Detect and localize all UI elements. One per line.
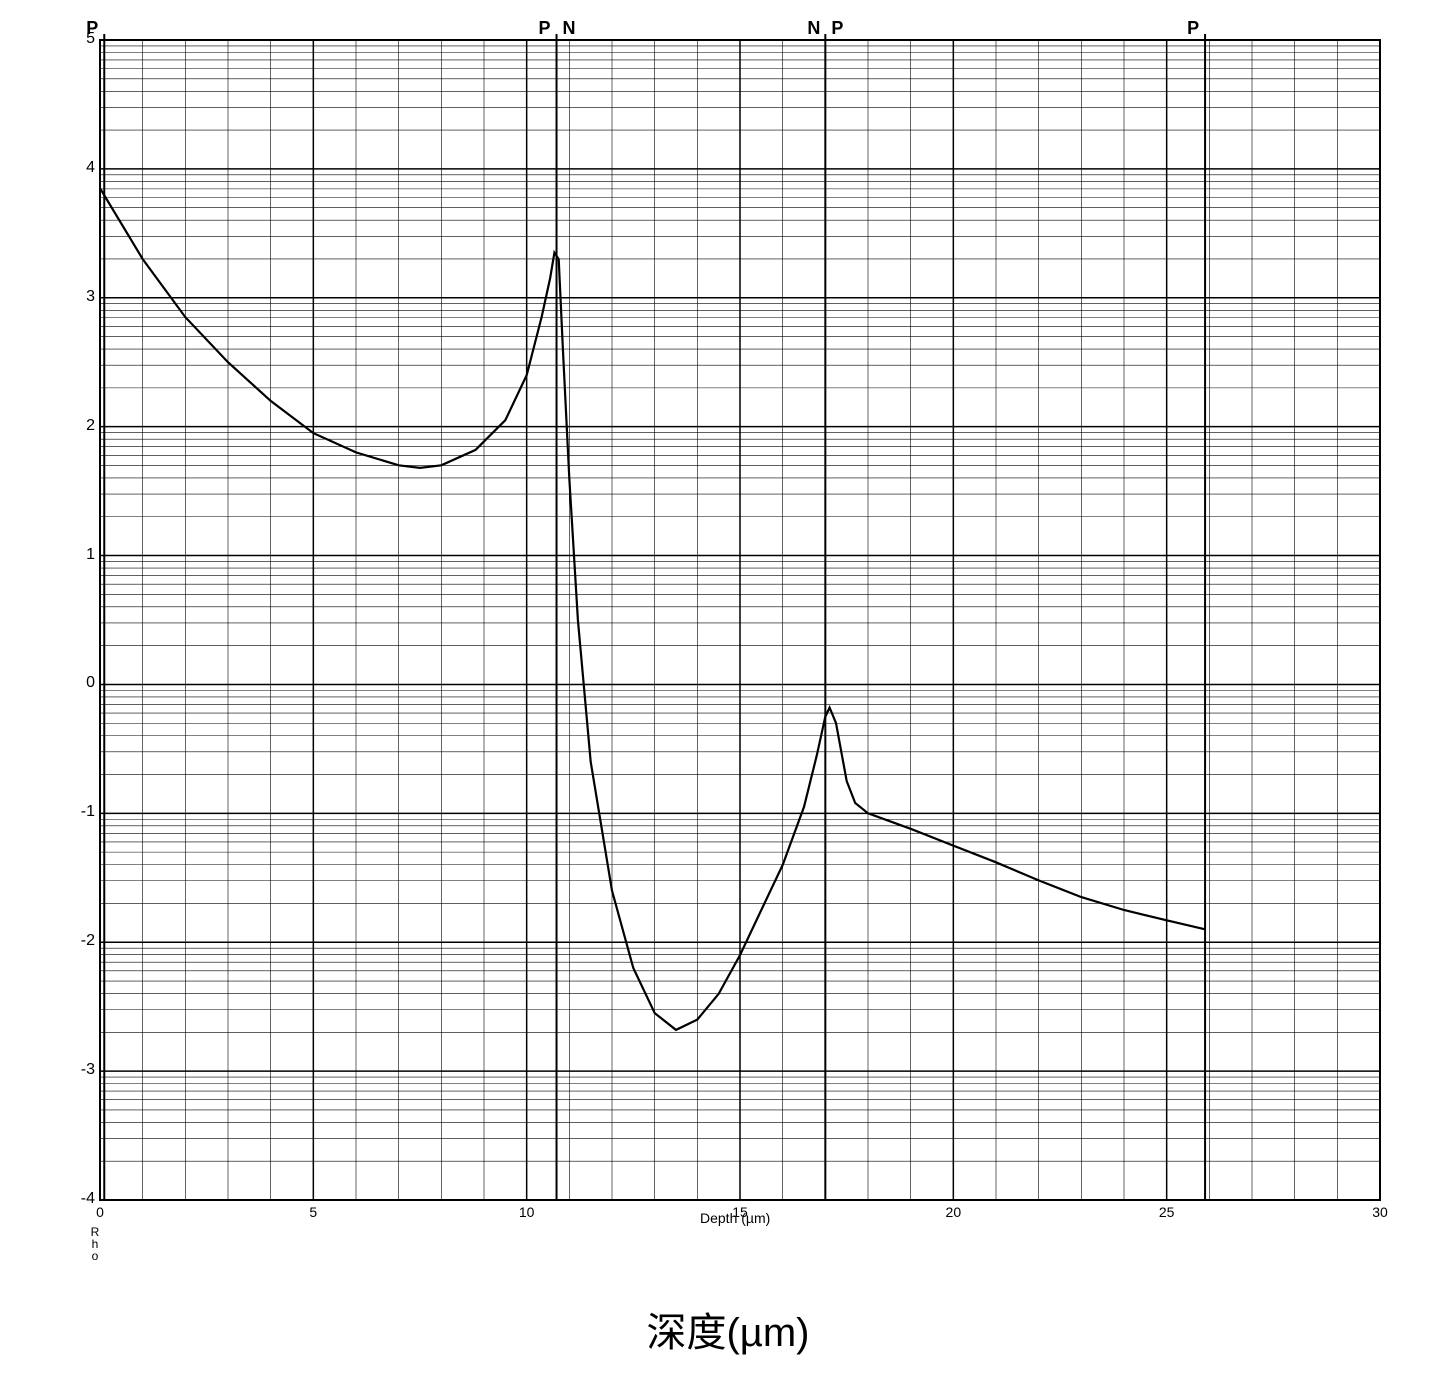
y-tick-label: 3 xyxy=(55,288,95,306)
side-rho-label: Rho xyxy=(88,1225,102,1261)
x-axis-big-label: 深度(µm) xyxy=(0,1300,1456,1358)
y-tick-label: -3 xyxy=(55,1061,95,1079)
x-tick-label: 10 xyxy=(507,1204,547,1220)
x-tick-label: 30 xyxy=(1360,1204,1400,1220)
x-tick-label: 20 xyxy=(933,1204,973,1220)
y-tick-label: -2 xyxy=(55,932,95,950)
chart-container: -4-3-2-1012345051015202530PPNNPP Depth (… xyxy=(0,0,1456,1376)
x-tick-label: 25 xyxy=(1147,1204,1187,1220)
y-tick-label: 1 xyxy=(55,546,95,564)
y-tick-label: -1 xyxy=(55,803,95,821)
y-tick-label: 4 xyxy=(55,159,95,177)
region-label: P xyxy=(539,18,551,39)
region-label: P xyxy=(1187,18,1199,39)
region-label: N xyxy=(563,18,576,39)
region-label: N xyxy=(807,18,820,39)
x-tick-label: 0 xyxy=(80,1204,120,1220)
region-label: P xyxy=(86,18,98,39)
x-axis-small-label: Depth (µm) xyxy=(700,1210,770,1226)
x-tick-label: 5 xyxy=(293,1204,333,1220)
chart-svg xyxy=(0,0,1456,1376)
y-tick-label: 2 xyxy=(55,417,95,435)
region-label: P xyxy=(831,18,843,39)
y-tick-label: 0 xyxy=(55,674,95,692)
